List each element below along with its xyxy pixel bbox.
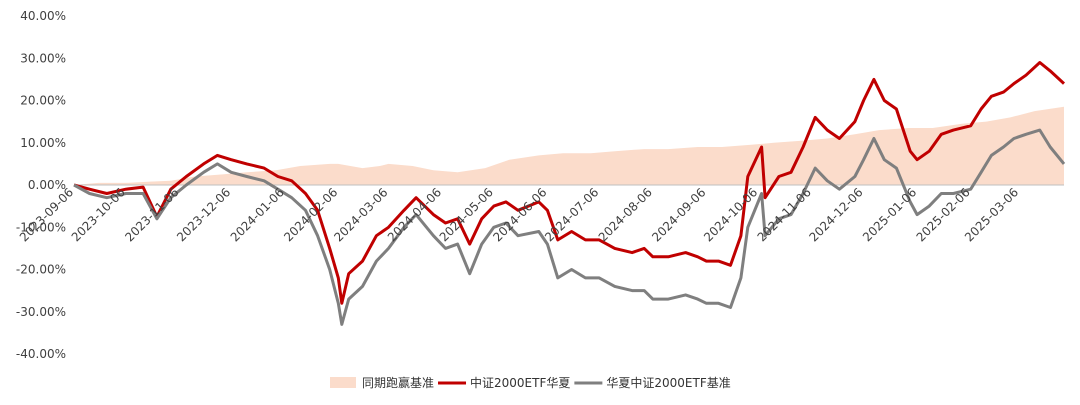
x-tick-label: 2023-09-06 <box>17 185 76 244</box>
x-tick-label: 2023-12-06 <box>174 185 233 244</box>
x-tick-label: 2024-07-06 <box>542 185 601 244</box>
legend-label: 同期跑赢基准 <box>362 375 434 390</box>
y-tick-label: 10.00% <box>20 136 66 150</box>
legend-item: 中证2000ETF华夏 <box>438 375 570 390</box>
x-tick-label: 2024-09-06 <box>649 185 708 244</box>
y-tick-label: 20.00% <box>20 94 66 108</box>
lines-layer <box>73 61 1066 326</box>
y-tick-label: 40.00% <box>20 9 66 23</box>
y-tick-label: -20.00% <box>16 263 66 277</box>
y-tick-label: -30.00% <box>16 305 66 319</box>
x-tick-label: 2024-08-06 <box>596 185 655 244</box>
x-tick-label: 2025-01-06 <box>860 185 919 244</box>
x-tick-label: 2024-12-06 <box>806 185 865 244</box>
legend: 同期跑赢基准 中证2000ETF华夏 华夏中证2000ETF基准 <box>330 375 731 390</box>
y-tick-label: 30.00% <box>20 51 66 65</box>
x-tick-label: 2024-03-06 <box>331 185 390 244</box>
y-tick-label: -40.00% <box>16 347 66 361</box>
legend-label: 华夏中证2000ETF基准 <box>606 375 730 390</box>
legend-item: 华夏中证2000ETF基准 <box>574 375 731 390</box>
x-tick-label: 2023-10-06 <box>69 185 128 244</box>
series-line-benchmark <box>73 128 1066 326</box>
y-axis: -40.00% -30.00% -20.00% -10.00% 0.00% 10.00% 2… <box>16 9 66 361</box>
series-line-etf <box>73 61 1066 305</box>
y-tick-label: 0.00% <box>28 178 66 192</box>
area-layer <box>74 106 1064 185</box>
legend-swatch <box>330 377 356 388</box>
x-tick-label: 2024-01-06 <box>228 185 287 244</box>
legend-label: 中证2000ETF华夏 <box>470 375 570 390</box>
y-tick-label: -10.00% <box>16 220 66 234</box>
series-area-outperform <box>74 106 1064 185</box>
legend-item: 同期跑赢基准 <box>330 375 434 390</box>
